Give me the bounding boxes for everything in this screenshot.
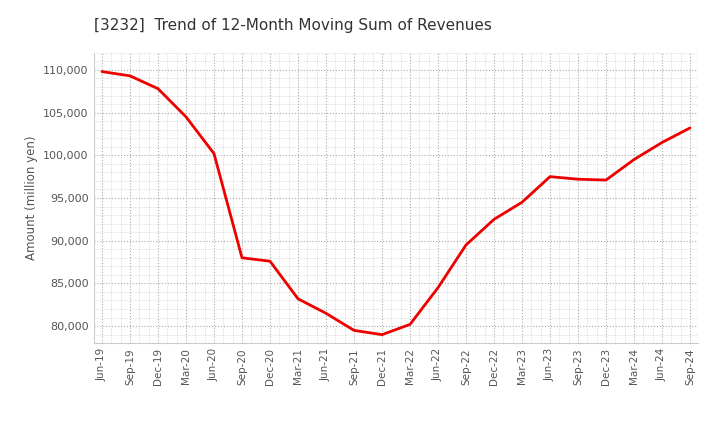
Y-axis label: Amount (million yen): Amount (million yen): [24, 136, 37, 260]
Text: [3232]  Trend of 12-Month Moving Sum of Revenues: [3232] Trend of 12-Month Moving Sum of R…: [94, 18, 492, 33]
